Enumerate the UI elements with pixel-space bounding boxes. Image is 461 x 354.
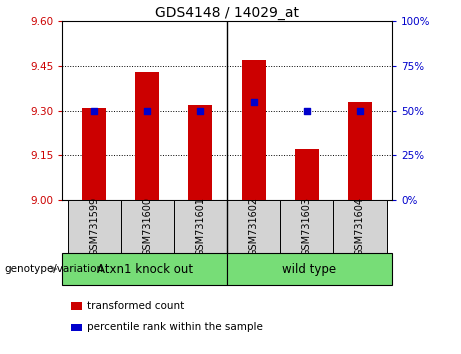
Title: GDS4148 / 14029_at: GDS4148 / 14029_at bbox=[155, 6, 299, 20]
Text: transformed count: transformed count bbox=[87, 301, 184, 311]
Bar bbox=[348, 102, 372, 200]
Text: GSM731599: GSM731599 bbox=[89, 197, 99, 256]
Text: GSM731604: GSM731604 bbox=[355, 197, 365, 256]
FancyBboxPatch shape bbox=[280, 200, 333, 253]
Bar bbox=[295, 149, 319, 200]
Point bbox=[250, 99, 257, 104]
Point bbox=[90, 108, 98, 113]
Text: GSM731602: GSM731602 bbox=[248, 197, 259, 256]
Bar bbox=[189, 105, 213, 200]
Bar bbox=[242, 60, 266, 200]
FancyBboxPatch shape bbox=[62, 253, 227, 285]
FancyBboxPatch shape bbox=[68, 200, 121, 253]
FancyBboxPatch shape bbox=[174, 200, 227, 253]
Bar bbox=[71, 324, 82, 331]
Text: GSM731600: GSM731600 bbox=[142, 197, 152, 256]
Text: percentile rank within the sample: percentile rank within the sample bbox=[87, 322, 263, 332]
Text: genotype/variation: genotype/variation bbox=[5, 264, 104, 274]
Text: GSM731601: GSM731601 bbox=[195, 197, 206, 256]
Text: Atxn1 knock out: Atxn1 knock out bbox=[96, 263, 193, 275]
Point bbox=[303, 108, 310, 113]
Text: GSM731603: GSM731603 bbox=[302, 197, 312, 256]
Point bbox=[356, 108, 364, 113]
FancyBboxPatch shape bbox=[121, 200, 174, 253]
Point bbox=[197, 108, 204, 113]
Bar bbox=[82, 108, 106, 200]
FancyBboxPatch shape bbox=[227, 200, 280, 253]
Point bbox=[144, 108, 151, 113]
Bar bbox=[136, 72, 159, 200]
Text: wild type: wild type bbox=[283, 263, 337, 275]
FancyBboxPatch shape bbox=[227, 253, 392, 285]
FancyBboxPatch shape bbox=[333, 200, 386, 253]
Bar bbox=[71, 302, 82, 310]
